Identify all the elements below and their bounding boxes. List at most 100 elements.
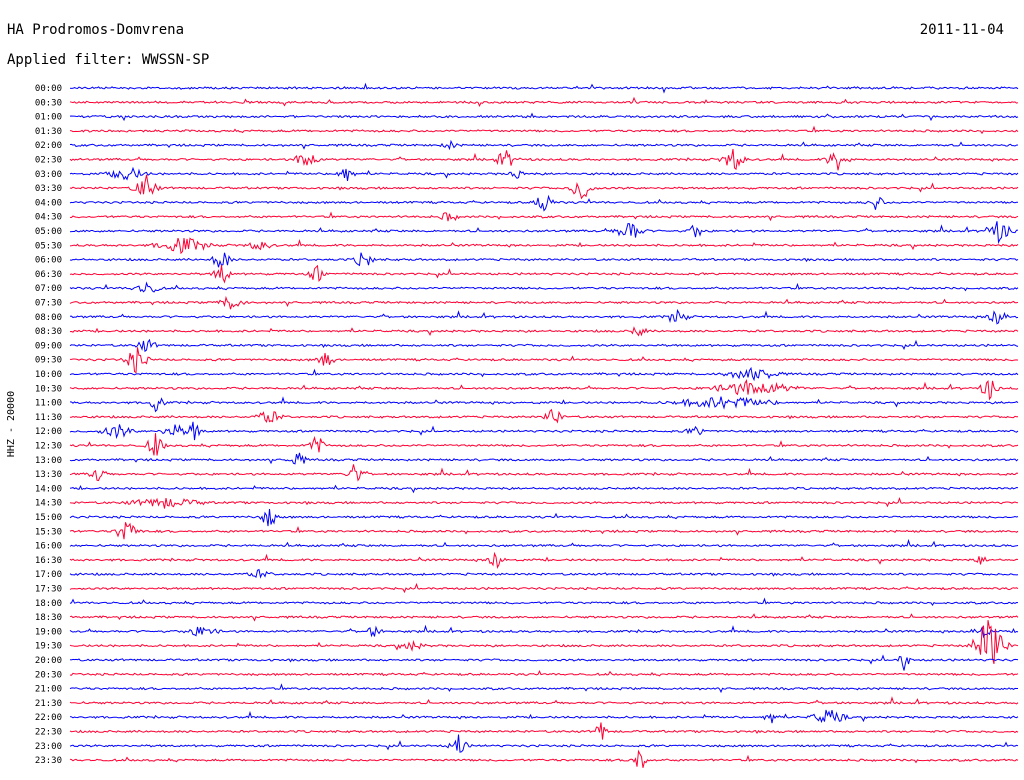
trace-line [69,709,1019,724]
time-label: 02:00 [35,141,62,151]
time-label: 01:30 [35,127,62,137]
time-label: 12:30 [35,442,62,452]
trace-line [69,670,1019,677]
y-axis-label: HHZ - 20000 [6,391,17,457]
trace-line [69,295,1019,310]
filter-label: Applied filter: WWSSN-SP [7,52,210,68]
time-label: 02:30 [35,156,62,166]
time-label: 15:00 [35,513,62,523]
time-label: 09:30 [35,356,62,366]
trace-line [69,264,1019,284]
time-label: 22:30 [35,728,62,738]
time-label: 17:30 [35,585,62,595]
time-label: 11:00 [35,399,62,409]
trace-line [69,683,1018,694]
time-label: 11:30 [35,413,62,423]
time-label: 09:00 [35,341,62,351]
time-label: 00:00 [35,84,62,94]
time-label: 06:30 [35,270,62,280]
trace-line [69,582,1019,594]
time-label: 16:00 [35,542,62,552]
trace-line [69,433,1019,456]
trace-line [69,508,1019,527]
trace-line [69,551,1019,570]
trace-line [69,174,1019,200]
trace-line [69,112,1019,122]
time-label: 13:00 [35,456,62,466]
trace-line [69,378,1019,401]
trace-line [70,347,1019,374]
time-label: 00:30 [35,98,62,108]
trace-line [69,148,1019,171]
trace-line [69,696,1019,705]
time-label: 23:00 [35,742,62,752]
trace-line [69,597,1019,607]
trace-line [69,82,1019,94]
trace-line [69,96,1019,107]
time-label: 17:00 [35,570,62,580]
time-label: 10:30 [35,384,62,394]
time-label: 19:00 [35,627,62,637]
trace-line [69,568,1019,579]
time-label: 21:00 [35,685,62,695]
trace-line [70,408,1019,424]
trace-line [69,211,1019,222]
trace-line [69,139,1019,151]
trace-line [69,484,1019,494]
trace-line [69,194,1018,212]
trace-line [69,338,1019,353]
trace-line [69,237,1019,255]
time-label: 14:30 [35,499,62,509]
trace-line [69,538,1019,548]
trace-line [69,654,1019,671]
trace-line [69,452,1019,465]
time-label: 20:30 [35,670,62,680]
trace-line [69,166,1019,181]
time-label: 04:00 [35,198,62,208]
trace-line [69,421,1019,441]
record-date: 2011-11-04 [919,22,1004,38]
time-label: 06:00 [35,256,62,266]
trace-line [69,281,1019,293]
time-tick-labels: 00:00 00:30 01:00 01:30 02:00 02:30 03:00 03:30… [35,84,62,766]
trace-line [69,522,1019,540]
trace-line [69,613,1019,622]
time-label: 10:00 [35,370,62,380]
trace-line [69,396,1019,413]
trace-line [69,749,1019,768]
time-label: 08:00 [35,313,62,323]
time-label: 12:00 [35,427,62,437]
time-label: 18:30 [35,613,62,623]
time-label: 05:00 [35,227,62,237]
time-label: 20:00 [35,656,62,666]
trace-line [69,252,1019,268]
time-label: 19:30 [35,642,62,652]
time-label: 16:30 [35,556,62,566]
time-label: 18:00 [35,599,62,609]
time-label: 15:30 [35,527,62,537]
trace-line [69,734,1019,753]
time-label: 07:00 [35,284,62,294]
time-label: 23:30 [35,756,62,766]
trace-line [69,497,1019,509]
trace-line [69,366,1019,382]
trace-line [69,464,1019,482]
trace-line [69,722,1019,740]
trace-line [69,620,1019,665]
trace-line [69,125,1019,135]
time-label: 04:30 [35,213,62,223]
trace-line [69,326,1019,337]
seismic-traces [69,82,1019,768]
station-title: HA Prodromos-Domvrena [7,22,185,38]
time-label: 14:00 [35,484,62,494]
time-label: 07:30 [35,299,62,309]
trace-line [69,221,1019,245]
time-label: 21:30 [35,699,62,709]
time-label: 03:00 [35,170,62,180]
trace-line [69,308,1019,325]
time-label: 13:30 [35,470,62,480]
time-label: 05:30 [35,241,62,251]
time-label: 03:30 [35,184,62,194]
time-label: 08:30 [35,327,62,337]
